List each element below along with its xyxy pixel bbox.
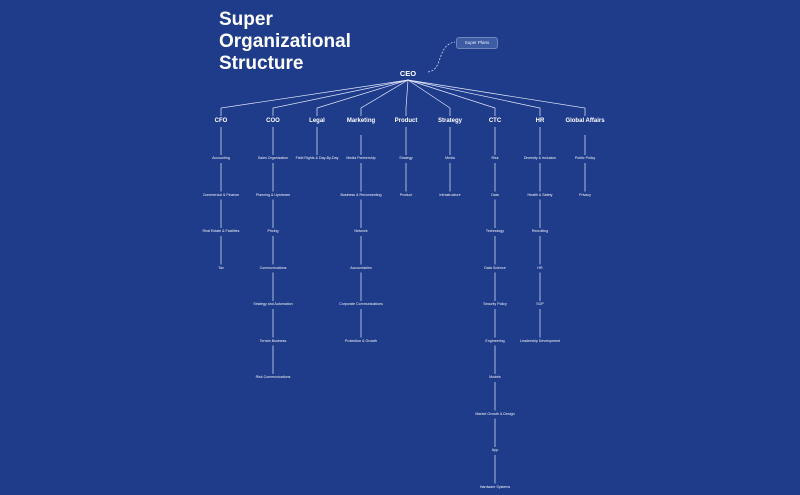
tag-connector (427, 41, 456, 73)
child-node[interactable]: Diversity & Inclusion (523, 156, 557, 160)
child-node[interactable]: Recruiting (531, 229, 549, 233)
root-connector (360, 79, 409, 116)
ceo-node[interactable]: CEO (399, 69, 417, 78)
title-line-1: Super (219, 9, 273, 30)
child-node[interactable]: Risk (491, 156, 499, 160)
child-node[interactable]: Accountables (350, 265, 372, 270)
root-connector (316, 79, 409, 116)
department-product[interactable]: Product (394, 118, 418, 124)
super-plans-tag[interactable]: Super Plans (456, 37, 498, 49)
child-node[interactable]: Strategy and Automation (253, 302, 293, 306)
child-node[interactable]: Strategy (399, 156, 413, 160)
child-node[interactable]: App (491, 448, 499, 452)
department-cfo[interactable]: CFO (214, 118, 228, 124)
title-line-2: Organizational (219, 31, 351, 52)
child-node[interactable]: Accounting (212, 156, 230, 160)
root-connector (220, 79, 409, 116)
child-node[interactable]: Sales Organization (257, 156, 289, 160)
child-node[interactable]: Risk Communications (255, 375, 291, 379)
department-marketing[interactable]: Marketing (346, 118, 376, 124)
chart-title: Super Organizational Structure (219, 9, 351, 75)
child-node[interactable]: Pricing (267, 229, 279, 233)
child-node[interactable]: Data Science (484, 265, 506, 270)
department-ctc[interactable]: CTC (488, 118, 502, 124)
child-node[interactable]: Public Policy (574, 156, 596, 160)
child-node[interactable]: Planning & Upstream (256, 192, 290, 197)
child-node[interactable]: Data (491, 192, 499, 197)
child-node[interactable]: Engineering (485, 338, 505, 343)
child-node[interactable]: Terrain Business (259, 338, 287, 343)
child-node[interactable]: Media (445, 156, 455, 160)
child-node[interactable]: Technology (485, 229, 505, 233)
child-node[interactable]: Leadership Development (520, 338, 560, 343)
child-node[interactable]: Health & Safety (527, 192, 553, 197)
root-connector (272, 79, 409, 116)
root-connector (405, 79, 409, 116)
child-node[interactable]: Real Estate & Facilities (202, 229, 240, 233)
department-global-affairs[interactable]: Global Affairs (565, 118, 605, 124)
title-line-3: Structure (219, 53, 304, 74)
child-node[interactable]: Corporate Communications (339, 302, 383, 306)
child-node[interactable]: Network (354, 229, 368, 233)
child-node[interactable]: Protection & Growth (344, 338, 378, 343)
child-node[interactable]: Market Growth & Design (475, 411, 515, 416)
child-node[interactable]: Tax (218, 265, 224, 270)
child-node[interactable]: Privacy (579, 192, 591, 197)
root-connector (407, 79, 496, 116)
child-node[interactable]: Product (399, 192, 413, 197)
root-connector (407, 79, 541, 116)
department-hr[interactable]: HR (535, 118, 545, 124)
child-node[interactable]: HR (537, 265, 543, 270)
child-node[interactable]: Communications (259, 265, 287, 270)
child-node[interactable]: Commercial & Finance (202, 192, 240, 197)
root-connector (407, 79, 586, 116)
child-node[interactable]: Media Partnership (346, 156, 376, 160)
department-legal[interactable]: Legal (309, 118, 325, 124)
child-node[interactable]: Business & Reconnecting (340, 192, 382, 197)
department-strategy[interactable]: Strategy (437, 118, 463, 124)
child-node[interactable]: SOP (536, 302, 544, 306)
child-node[interactable]: Hardware Systems (479, 484, 511, 489)
child-node[interactable]: Field Rights & Day-By-Day (295, 156, 339, 160)
child-node[interactable]: Models (489, 375, 501, 379)
root-connector (407, 79, 451, 116)
department-coo[interactable]: COO (266, 118, 280, 124)
child-node[interactable]: Infrastructure (439, 192, 461, 197)
child-node[interactable]: Security Policy (483, 302, 507, 306)
